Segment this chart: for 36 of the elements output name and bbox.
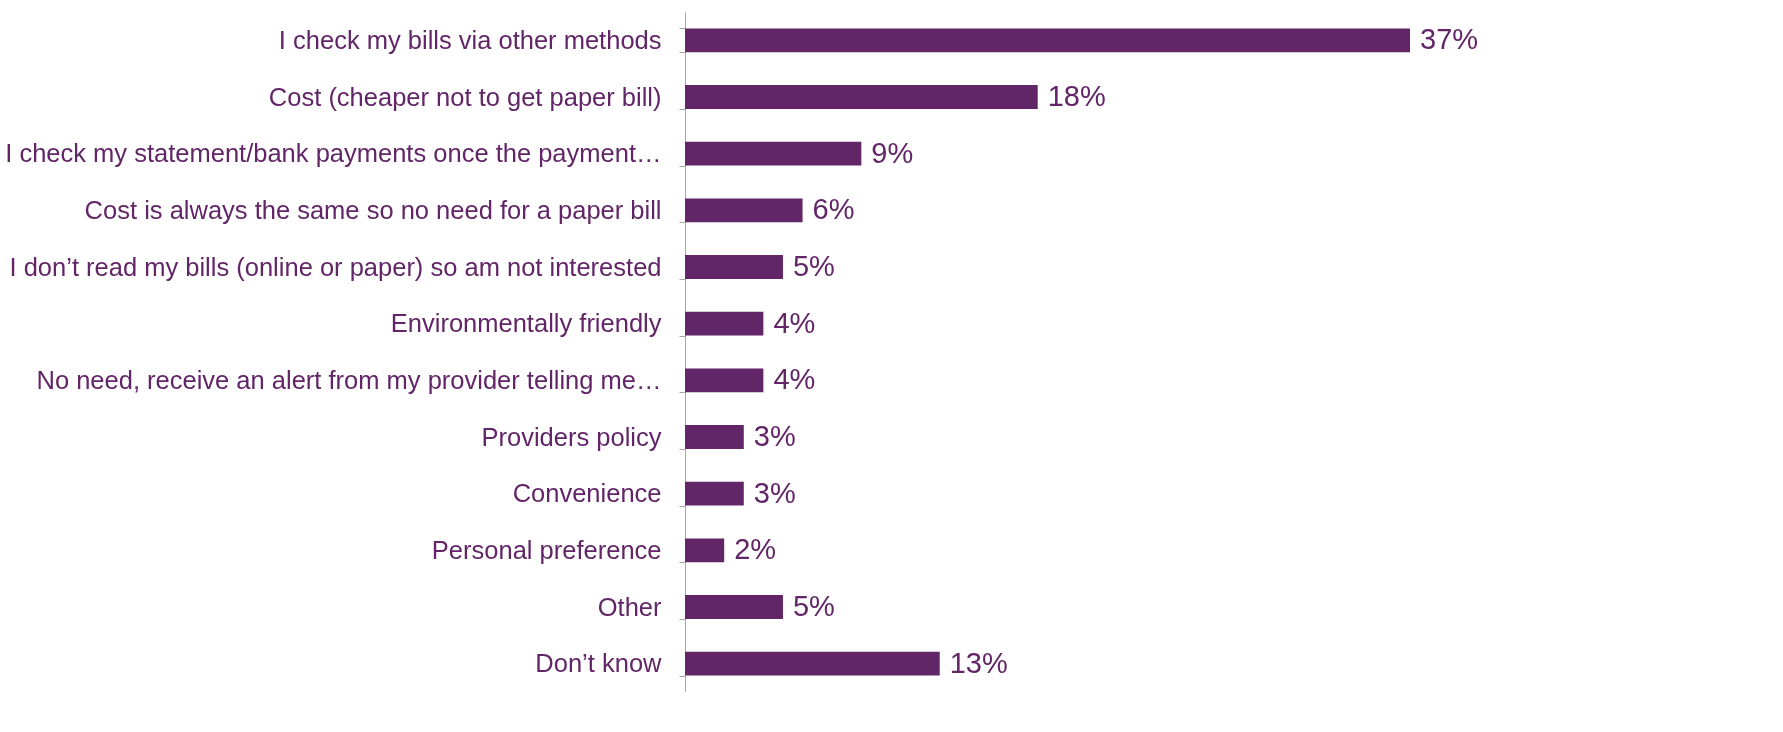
data-label: 5%: [792, 250, 835, 282]
data-label: 5%: [792, 590, 835, 622]
y-tick-label: Convenience: [512, 479, 662, 508]
bar: [685, 85, 1038, 109]
bar: [685, 255, 783, 279]
data-label: 9%: [871, 136, 914, 169]
y-tick-label: Personal preference: [431, 535, 662, 564]
y-tick-label: Providers policy: [481, 422, 662, 451]
data-label: 13%: [949, 646, 1008, 679]
y-tick-label: Cost (cheaper not to get paper bill): [268, 82, 662, 111]
y-tick-label: Environmentally friendly: [390, 309, 662, 338]
bar: [685, 595, 783, 619]
data-label: 18%: [1047, 80, 1106, 112]
y-tick-label: Other: [597, 592, 662, 621]
bar: [685, 651, 940, 676]
bar: [685, 368, 764, 393]
y-tick-label: No need, receive an alert from my provider telling me…: [36, 365, 662, 394]
bar: [685, 311, 764, 336]
bar: [685, 425, 744, 449]
bar: [685, 481, 744, 506]
data-label: 3%: [753, 476, 796, 509]
bar: [685, 141, 862, 166]
y-tick-label: I don’t read my bills (online or paper) so am not interested: [9, 252, 662, 281]
data-label: 4%: [773, 363, 816, 396]
data-label: 3%: [753, 420, 796, 452]
bar: [685, 198, 803, 223]
y-tick-label: Don’t know: [535, 649, 663, 678]
data-label: 4%: [773, 306, 816, 339]
bar: [685, 28, 1410, 53]
data-label: 6%: [812, 193, 855, 226]
y-tick-label: I check my bills via other methods: [278, 25, 662, 54]
bar: [685, 538, 725, 563]
data-label: 2%: [734, 533, 777, 566]
y-tick-label: Cost is always the same so no need for a paper bill: [84, 195, 662, 224]
data-label: 37%: [1420, 23, 1479, 56]
y-tick-label: I check my statement/bank payments once the payment…: [5, 139, 662, 168]
